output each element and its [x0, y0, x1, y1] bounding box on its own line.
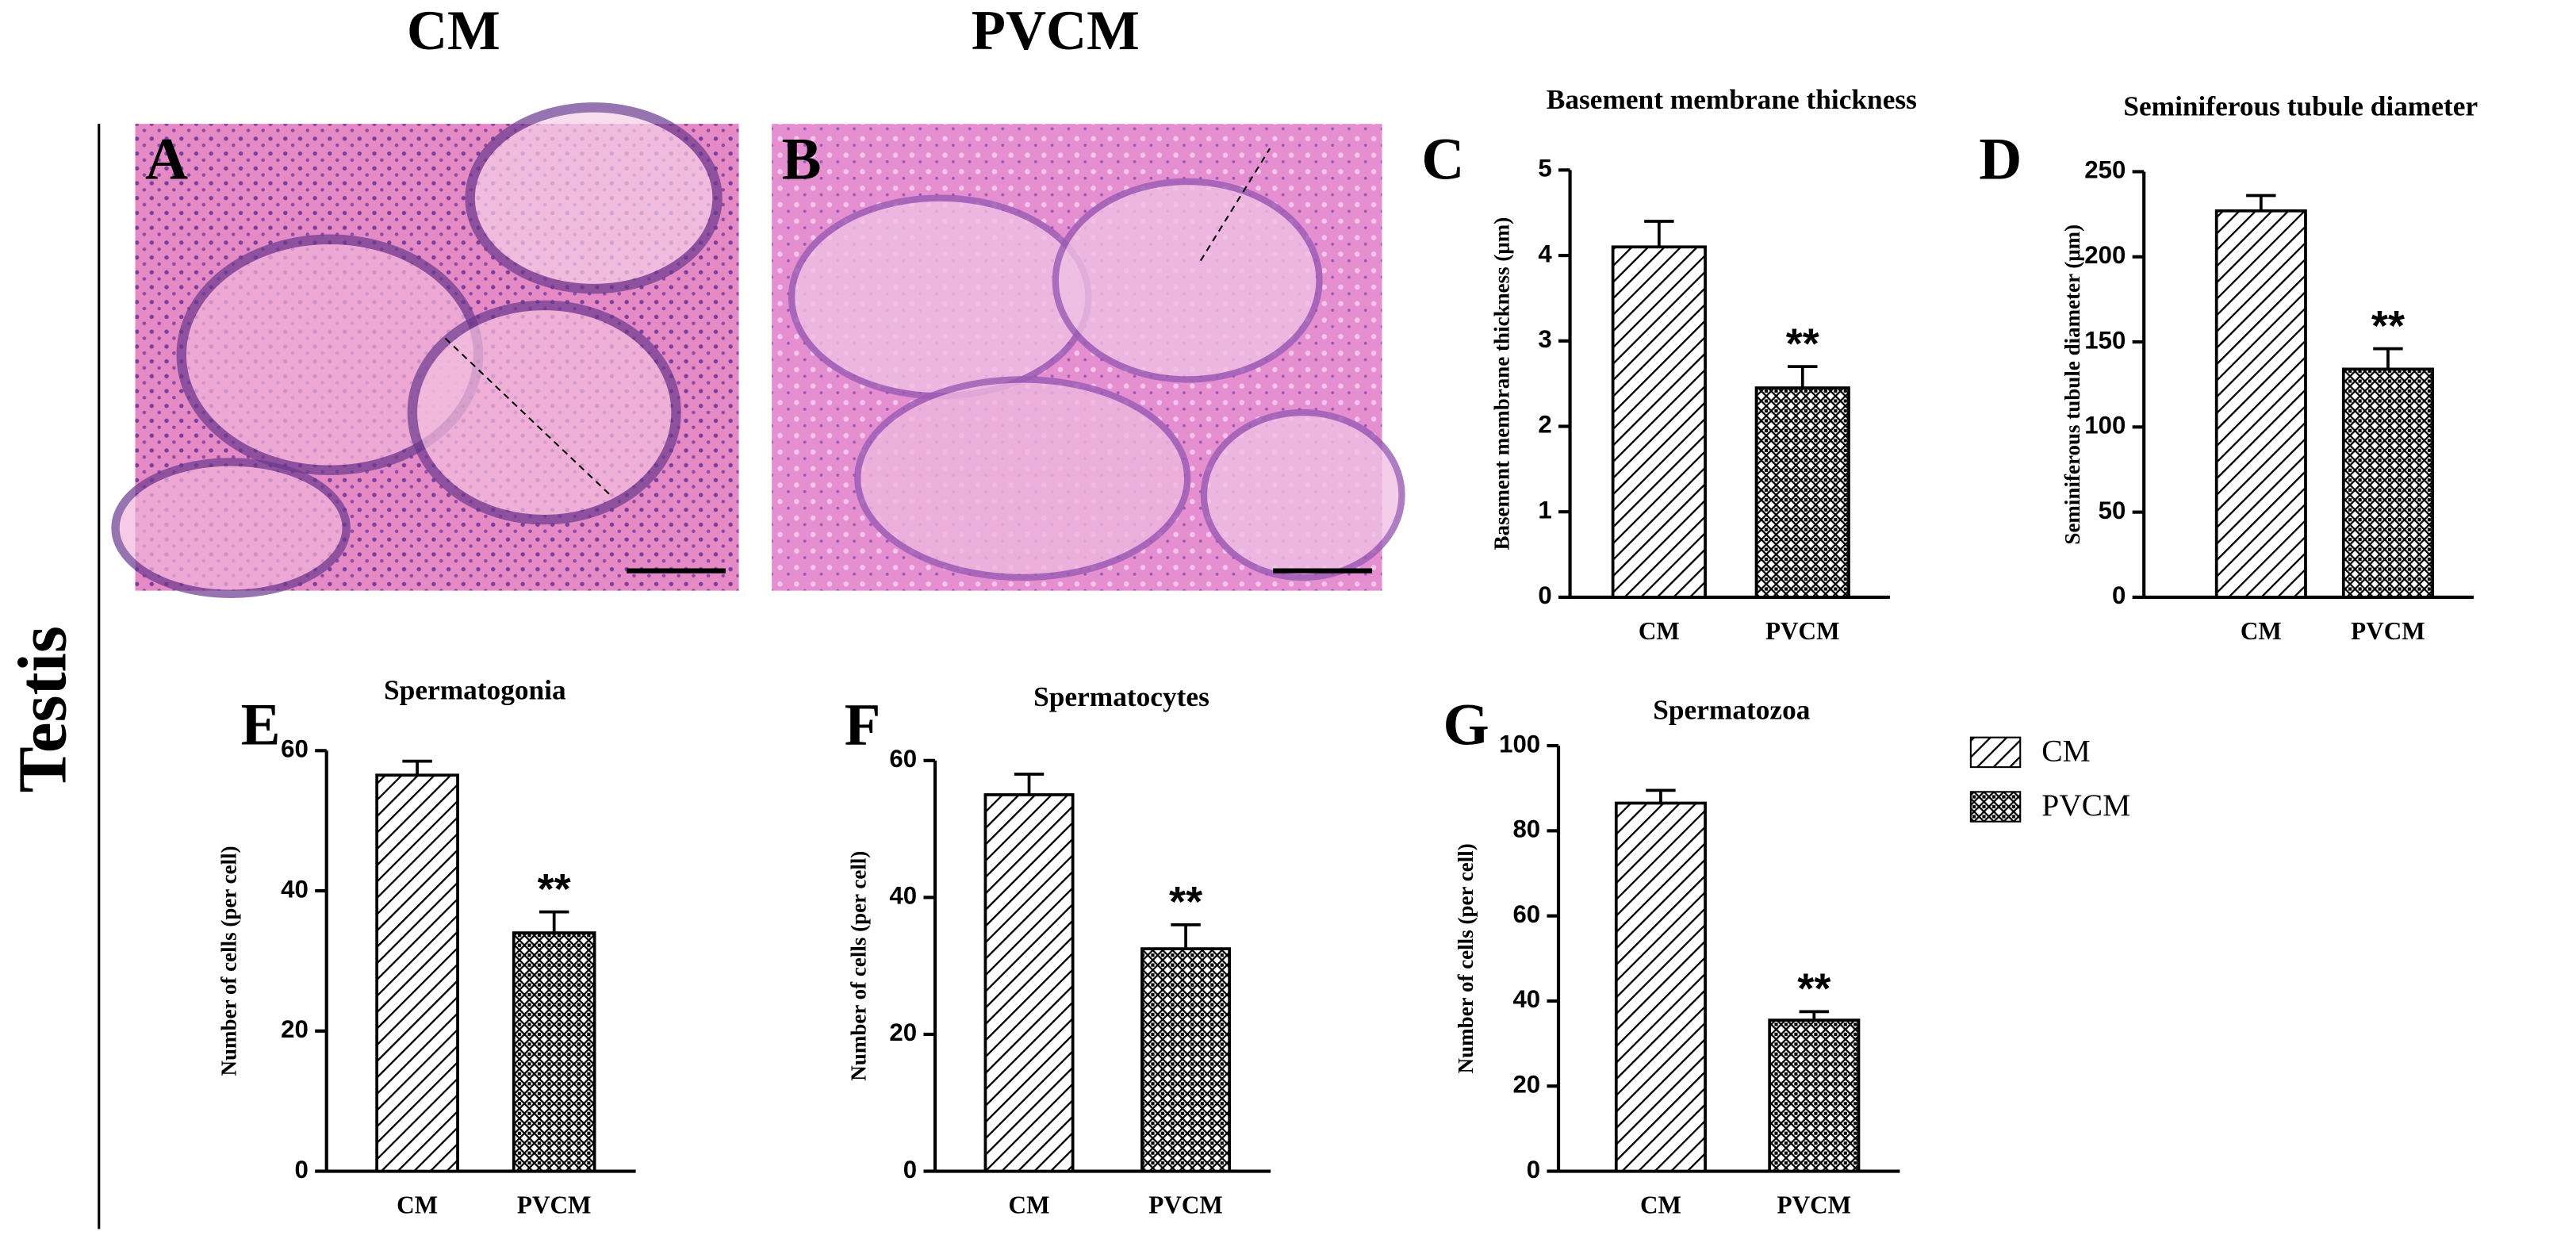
- y-tick-label: 2: [1538, 411, 1551, 439]
- error-bar: [2246, 194, 2276, 211]
- bar: [1614, 801, 1707, 1173]
- y-tick-label: 150: [2084, 326, 2126, 354]
- error-bar: [539, 910, 569, 934]
- legend-swatch: [1969, 791, 2022, 823]
- x-tick-label: CM: [1639, 617, 1680, 645]
- y-tick-label: 40: [889, 882, 917, 910]
- legend: CM PVCM: [1969, 734, 2130, 823]
- x-tick-label: CM: [1640, 1191, 1681, 1218]
- bar: [983, 793, 1075, 1173]
- y-tick-label: 0: [294, 1156, 308, 1183]
- x-tick-label: PVCM: [1765, 617, 1840, 645]
- y-tick-label: 5: [1538, 155, 1551, 182]
- error-bar: [1799, 1010, 1830, 1021]
- y-tick-label: 20: [281, 1015, 309, 1043]
- y-tick-label: 0: [1527, 1156, 1540, 1183]
- bar: [1140, 947, 1232, 1173]
- y-tick-label: 3: [1538, 325, 1551, 353]
- y-tick-label: 20: [889, 1018, 917, 1046]
- panel-letter: E: [241, 692, 281, 758]
- micrograph: B: [772, 124, 1405, 591]
- chart-title: Seminiferous tubule diameter: [2123, 91, 2478, 122]
- y-axis-label: Number of cells (per cell): [217, 846, 240, 1076]
- chart-title: Spermatocytes: [1033, 681, 1209, 712]
- panel-letter: C: [1421, 126, 1464, 192]
- panel-letter: B: [782, 126, 822, 192]
- y-tick-label: 60: [1512, 900, 1540, 928]
- panel-letter: G: [1443, 692, 1489, 758]
- bar: [1611, 245, 1707, 599]
- y-tick-label: 100: [2084, 412, 2126, 439]
- bar: [512, 931, 596, 1173]
- x-tick-label: PVCM: [1148, 1191, 1223, 1218]
- y-tick-label: 4: [1538, 240, 1552, 267]
- error-bar: [1014, 773, 1045, 795]
- y-axis-label: Basement membrane thickness (μm): [1490, 217, 1514, 550]
- y-tick-label: 50: [2099, 497, 2126, 524]
- y-tick-label: 60: [281, 735, 309, 763]
- y-tick-label: 60: [889, 745, 917, 773]
- x-tick-label: CM: [2241, 617, 2282, 645]
- bar: [2214, 209, 2307, 599]
- panel-letter: F: [845, 692, 881, 758]
- y-tick-label: 100: [1499, 730, 1540, 758]
- legend-label: CM: [2041, 734, 2090, 769]
- significance: **: [1169, 878, 1202, 926]
- chart-title: Basement membrane thickness: [1547, 84, 1917, 115]
- y-tick-label: 1: [1538, 496, 1551, 524]
- x-tick-label: PVCM: [1777, 1191, 1852, 1218]
- y-axis-label: Seminiferous tubule diameter (μm): [2060, 224, 2084, 545]
- chart-title: Spermatogonia: [384, 675, 566, 706]
- y-tick-label: 0: [2112, 581, 2126, 609]
- panel-letter: D: [1979, 126, 2022, 192]
- significance: **: [1786, 320, 1819, 367]
- y-tick-label: 20: [1512, 1070, 1540, 1098]
- x-tick-label: PVCM: [517, 1191, 592, 1218]
- x-tick-label: CM: [1009, 1191, 1050, 1218]
- error-bar: [1644, 220, 1674, 247]
- x-tick-label: PVCM: [2351, 617, 2425, 645]
- column-label: PVCM: [972, 0, 1140, 62]
- significance: **: [538, 865, 571, 913]
- y-tick-label: 250: [2084, 156, 2126, 184]
- chart-title: Spermatozoa: [1653, 695, 1811, 726]
- y-tick-label: 0: [903, 1156, 917, 1183]
- error-bar: [2373, 347, 2403, 370]
- y-axis-label: Number of cells (per cell): [847, 851, 871, 1081]
- significance: **: [2371, 302, 2405, 350]
- y-tick-label: 200: [2084, 241, 2126, 269]
- y-tick-label: 80: [1512, 815, 1540, 843]
- significance: **: [1797, 965, 1830, 1013]
- bar: [1754, 386, 1850, 599]
- y-axis-label: Number of cells (per cell): [1454, 843, 1478, 1073]
- micrograph: A: [111, 102, 739, 598]
- bar: [1768, 1018, 1861, 1173]
- error-bar: [1171, 923, 1201, 949]
- legend-swatch: [1969, 736, 2022, 769]
- x-tick-label: CM: [397, 1191, 438, 1218]
- y-tick-label: 40: [281, 875, 309, 903]
- row-label: Testis: [3, 626, 80, 792]
- error-bar: [402, 759, 432, 776]
- error-bar: [1646, 788, 1676, 804]
- bar: [2341, 367, 2434, 599]
- column-label: CM: [407, 0, 500, 62]
- legend-label: PVCM: [2041, 788, 2130, 823]
- bar: [375, 773, 459, 1173]
- error-bar: [1788, 365, 1818, 389]
- y-tick-label: 40: [1512, 985, 1540, 1013]
- panel-letter: A: [145, 126, 188, 192]
- y-tick-label: 0: [1538, 581, 1551, 609]
